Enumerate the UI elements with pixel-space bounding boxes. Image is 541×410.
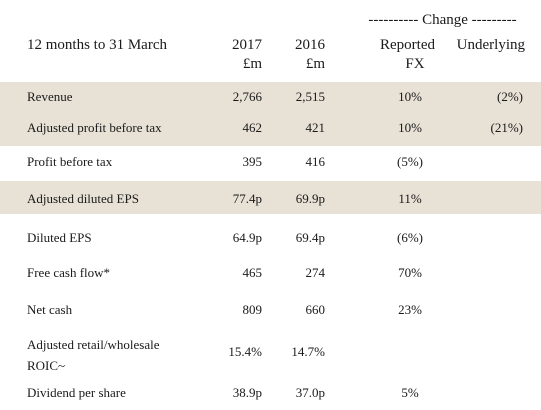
- change-reported: 23%: [398, 302, 422, 317]
- change-reported: 10%: [398, 89, 422, 104]
- row-label: Adjusted diluted EPS: [27, 191, 139, 206]
- value-2017: 77.4p: [232, 191, 262, 206]
- value-2016: 69.9p: [295, 191, 325, 206]
- change-group-header: ---------- Change ---------: [368, 12, 517, 28]
- reported-fx-header-line1: Reported: [380, 37, 435, 53]
- change-reported: (5%): [397, 154, 423, 169]
- unit-2016-header: £m: [305, 56, 325, 72]
- change-underlying: (2%): [497, 89, 523, 104]
- row-label: Net cash: [27, 302, 73, 317]
- reported-fx-header-line2: FX: [405, 56, 425, 72]
- change-reported: 5%: [401, 385, 419, 400]
- row-label: Profit before tax: [27, 154, 113, 169]
- underlying-header: Underlying: [456, 37, 525, 53]
- value-2016: 274: [305, 265, 326, 280]
- change-underlying: (21%): [490, 120, 524, 135]
- row-label-line2: ROIC~: [27, 358, 66, 373]
- value-2017: 395: [242, 154, 263, 169]
- value-2017: 15.4%: [228, 344, 262, 359]
- year-2016-header: 2016: [295, 37, 325, 53]
- period-label: 12 months to 31 March: [27, 37, 167, 53]
- value-2016: 660: [305, 302, 326, 317]
- row-label: Free cash flow*: [27, 265, 111, 280]
- row-label-line1: Adjusted retail/wholesale: [27, 337, 160, 352]
- value-2016: 37.0p: [295, 385, 325, 400]
- value-2017: 2,766: [232, 89, 262, 104]
- value-2017: 38.9p: [232, 385, 262, 400]
- shaded-band-adjusted-eps: [0, 181, 541, 214]
- change-reported: 10%: [398, 120, 422, 135]
- unit-2017-header: £m: [242, 56, 262, 72]
- value-2017: 462: [242, 120, 263, 135]
- row-label: Dividend per share: [27, 385, 126, 400]
- value-2016: 69.4p: [295, 230, 325, 245]
- value-2016: 14.7%: [291, 344, 325, 359]
- row-label: Revenue: [27, 89, 73, 104]
- shaded-band-revenue-profit: [0, 82, 541, 146]
- value-2017: 809: [242, 302, 263, 317]
- value-2016: 416: [305, 154, 326, 169]
- value-2017: 465: [242, 265, 263, 280]
- row-label: Adjusted profit before tax: [27, 120, 162, 135]
- value-2017: 64.9p: [232, 230, 262, 245]
- change-reported: 70%: [398, 265, 422, 280]
- value-2016: 2,515: [295, 89, 325, 104]
- row-label: Diluted EPS: [27, 230, 92, 245]
- value-2016: 421: [305, 120, 326, 135]
- change-reported: 11%: [398, 191, 422, 206]
- change-reported: (6%): [397, 230, 423, 245]
- year-2017-header: 2017: [232, 37, 262, 53]
